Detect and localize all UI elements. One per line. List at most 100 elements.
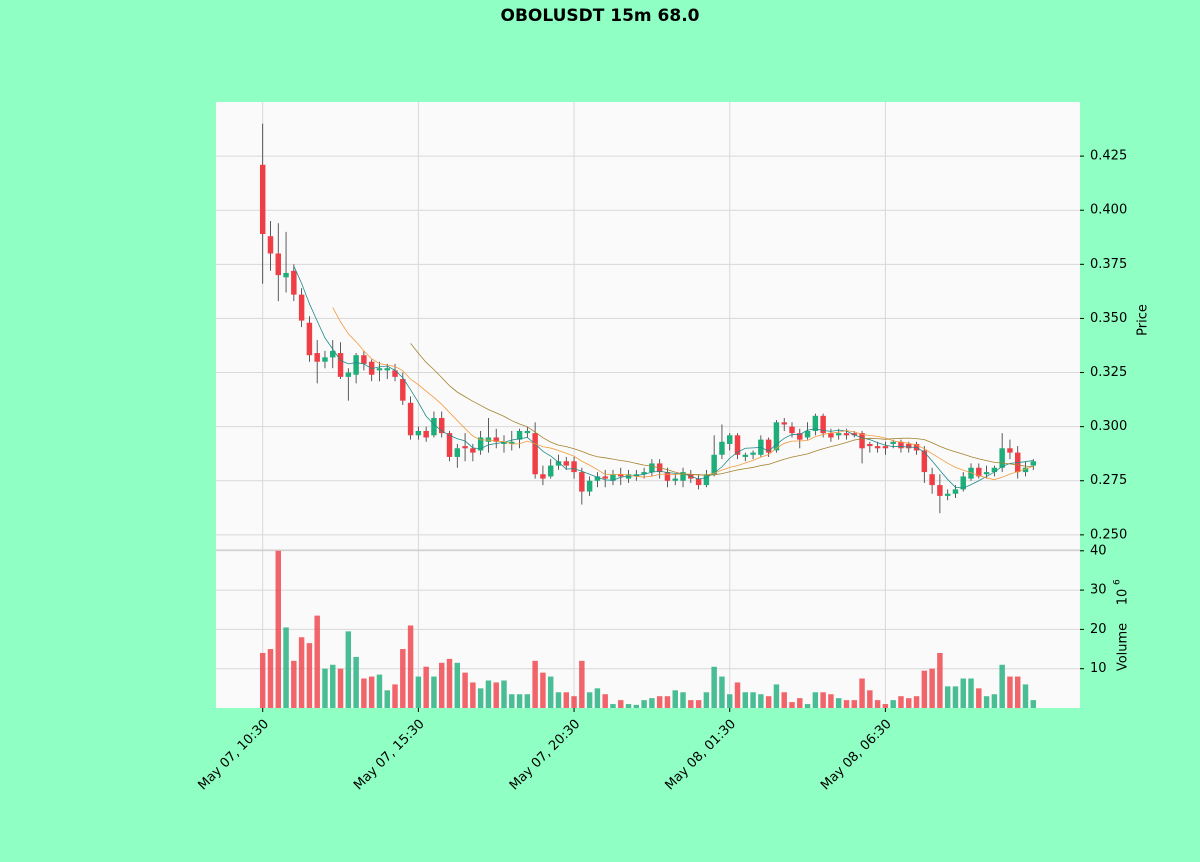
volume-bar bbox=[625, 704, 632, 708]
volume-bar bbox=[516, 694, 523, 708]
y2-axis-label: Volume 10 6 bbox=[1113, 579, 1131, 671]
y2-label-text: Volume bbox=[1116, 623, 1131, 671]
candle-body bbox=[719, 441, 725, 455]
volume-bar bbox=[1022, 684, 1029, 708]
candle-body bbox=[602, 476, 608, 479]
candle-body bbox=[376, 368, 383, 371]
y-tick-label: 0.375 bbox=[1090, 257, 1127, 272]
volume-bar bbox=[547, 676, 554, 708]
candle-body bbox=[882, 446, 889, 449]
volume-bar bbox=[407, 625, 414, 708]
candle-body bbox=[742, 454, 749, 457]
volume-bar bbox=[999, 664, 1005, 708]
candle-body bbox=[812, 415, 819, 431]
volume-bar bbox=[664, 696, 671, 708]
candle-body bbox=[921, 450, 928, 473]
volume-bar bbox=[641, 700, 647, 708]
volume-bar bbox=[275, 550, 281, 708]
volume-bar bbox=[353, 656, 359, 708]
volume-bar bbox=[602, 694, 608, 708]
x-tick-label: May 07, 20:30 bbox=[507, 717, 584, 794]
candle-body bbox=[400, 379, 406, 401]
volume-bar bbox=[368, 676, 375, 708]
volume-bar bbox=[485, 680, 492, 708]
candle-body bbox=[579, 472, 585, 492]
volume-bar bbox=[719, 676, 725, 708]
volume-bar bbox=[454, 662, 461, 708]
volume-bar bbox=[859, 678, 865, 708]
candle-body bbox=[586, 480, 593, 492]
candle-body bbox=[470, 448, 476, 453]
candle-body bbox=[1022, 467, 1029, 473]
volume-bar bbox=[376, 674, 383, 708]
candle-body bbox=[314, 353, 320, 362]
candle-body bbox=[859, 433, 865, 449]
candle-body bbox=[275, 253, 281, 276]
volume-bar bbox=[532, 660, 538, 708]
candle-body bbox=[618, 474, 624, 477]
volume-bar bbox=[867, 690, 873, 708]
volume-bar bbox=[579, 660, 585, 708]
candle-body bbox=[423, 430, 429, 438]
candle-body bbox=[929, 474, 935, 486]
volume-bar bbox=[773, 684, 780, 708]
x-tick-label: May 07, 15:30 bbox=[351, 717, 428, 794]
candle-body bbox=[711, 454, 717, 475]
volume-bar bbox=[618, 700, 624, 708]
volume-bar bbox=[843, 700, 850, 708]
candle-body bbox=[1030, 461, 1037, 466]
volume-bar bbox=[571, 696, 577, 708]
volume-bar bbox=[874, 700, 881, 708]
y2-tick-label: 30 bbox=[1090, 583, 1107, 598]
volume-bar bbox=[501, 680, 507, 708]
volume-bar bbox=[765, 696, 772, 708]
volume-bar bbox=[345, 631, 352, 708]
volume-bar bbox=[509, 694, 515, 708]
y-tick-label: 0.300 bbox=[1090, 419, 1127, 434]
volume-bar bbox=[913, 696, 920, 708]
y2-unit-exponent: 6 bbox=[1113, 579, 1123, 585]
candle-body bbox=[734, 435, 741, 455]
candle-body bbox=[672, 478, 678, 481]
volume-bar bbox=[820, 692, 826, 708]
volume-bar bbox=[983, 696, 990, 708]
volume-bar bbox=[882, 704, 889, 708]
volume-bar bbox=[828, 694, 834, 708]
volume-bar bbox=[695, 700, 702, 708]
candle-body bbox=[944, 493, 951, 496]
volume-bar bbox=[929, 668, 935, 708]
volume-bar bbox=[415, 676, 422, 708]
candle-body bbox=[976, 467, 982, 477]
volume-bar bbox=[392, 684, 398, 708]
candle-body bbox=[680, 472, 686, 481]
candle-body bbox=[524, 430, 531, 434]
volume-bar bbox=[804, 704, 811, 708]
volume-bar bbox=[594, 688, 601, 708]
volume-bar bbox=[727, 694, 733, 708]
candle-body bbox=[968, 467, 974, 479]
volume-bar bbox=[555, 692, 562, 708]
plot-area bbox=[216, 102, 1080, 708]
candle-body bbox=[820, 415, 826, 434]
candle-body bbox=[703, 474, 710, 486]
moving-average bbox=[293, 265, 1034, 489]
y2-tick-label: 20 bbox=[1090, 622, 1107, 637]
volume-bar bbox=[672, 690, 678, 708]
moving-average bbox=[410, 343, 1034, 476]
candle-body bbox=[695, 478, 702, 486]
candle-body bbox=[477, 437, 484, 451]
volume-bar bbox=[890, 700, 896, 708]
candle-body bbox=[345, 372, 352, 377]
volume-bar bbox=[306, 643, 313, 708]
volume-bar bbox=[493, 682, 499, 708]
candle-body bbox=[392, 370, 398, 377]
volume-bar bbox=[711, 666, 717, 708]
volume-bar bbox=[259, 652, 266, 708]
y-tick-label: 0.250 bbox=[1090, 527, 1127, 542]
candle-body bbox=[462, 446, 468, 449]
candle-body bbox=[555, 461, 562, 466]
volume-bar bbox=[976, 688, 982, 708]
candle-body bbox=[516, 430, 523, 440]
volume-bar bbox=[439, 662, 445, 708]
volume-bar bbox=[586, 692, 593, 708]
